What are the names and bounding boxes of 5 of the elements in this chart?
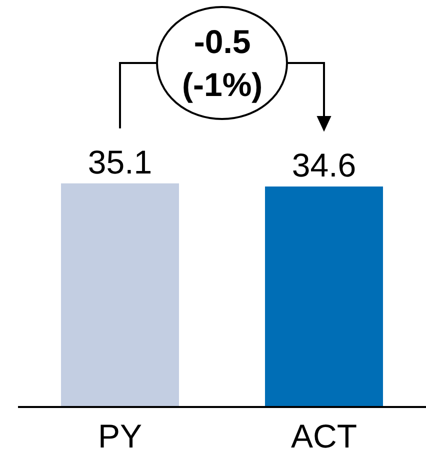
data-label: 34.6	[292, 146, 356, 184]
x-tick-label: ACT	[291, 418, 357, 455]
x-tick-label: PY	[98, 418, 142, 455]
data-label: 35.1	[88, 143, 152, 180]
annotation: -0.5 (-1%)	[182, 23, 263, 103]
